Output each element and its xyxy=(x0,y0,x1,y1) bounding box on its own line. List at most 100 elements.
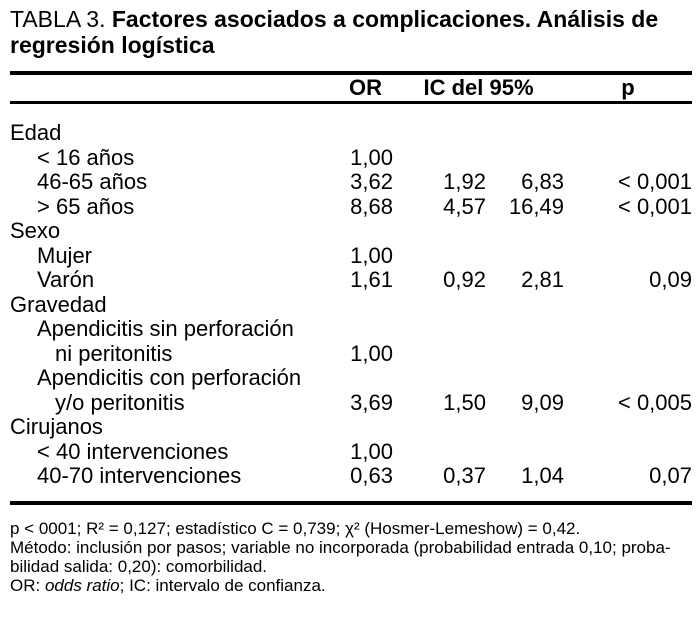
row-label: ni peritonitis xyxy=(55,340,173,366)
ic-low-value: 1,50 xyxy=(443,389,486,415)
p-value xyxy=(564,293,692,318)
row-label: > 65 años xyxy=(37,193,135,219)
ic-high-value: 16,49 xyxy=(508,193,564,219)
row-label: < 40 intervenciones xyxy=(37,438,229,464)
or-value xyxy=(338,415,393,440)
ic-low-value xyxy=(393,244,486,269)
p-value xyxy=(564,219,692,244)
header-or: OR xyxy=(349,75,382,100)
p-value xyxy=(564,244,692,269)
ic-low-value xyxy=(393,293,486,318)
p-value xyxy=(564,342,692,367)
table-row: Mujer 1,00 xyxy=(10,242,692,269)
table-row-group-edad: Edad xyxy=(10,104,692,146)
ic-high-value: 6,83 xyxy=(521,169,564,194)
ic-low-value xyxy=(393,104,486,146)
ic-high-value xyxy=(486,342,564,367)
footnote-odds-ratio: odds ratio xyxy=(44,575,120,595)
row-label: Varón xyxy=(37,267,95,292)
ic-high-value xyxy=(486,104,564,146)
table-title-line2: regresión logística xyxy=(10,32,215,58)
ic-high-value xyxy=(486,440,564,465)
table-row: 46-65 años 3,62 1,92 6,83 < 0,001 xyxy=(10,169,692,195)
table-row: > 65 años 8,68 4,57 16,49 < 0,001 xyxy=(10,193,692,220)
table-header: OR IC del 95% p xyxy=(10,75,692,101)
row-label: Apendicitis sin perforación xyxy=(37,316,294,341)
table-title-line1: TABLA 3. Factores asociados a complicaci… xyxy=(10,6,692,32)
regression-table-body: Edad < 16 años 1,00 46-65 años 3,62 1,92… xyxy=(10,104,692,501)
ic-high-value xyxy=(486,293,564,318)
footnote-ic-suffix: ; IC: intervalo de confianza. xyxy=(119,575,326,595)
ic-high-value xyxy=(486,366,564,391)
or-value xyxy=(338,366,393,391)
p-value: < 0,001 xyxy=(617,193,692,219)
footnote-statistics: p < 0001; R² = 0,127; estadístico C = 0,… xyxy=(10,518,581,538)
footnote-method-line1: Método: inclusión por pasos; variable no… xyxy=(10,537,671,557)
or-value: 0,63 xyxy=(350,463,393,488)
p-value: < 0,001 xyxy=(617,169,692,194)
table-row: < 40 intervenciones 1,00 xyxy=(10,438,692,465)
or-value: 3,69 xyxy=(350,389,393,415)
p-value xyxy=(564,146,692,171)
ic-low-value: 0,37 xyxy=(443,463,486,488)
or-value xyxy=(338,317,393,342)
row-label: 46-65 años xyxy=(37,169,148,194)
header-blank xyxy=(10,75,338,101)
table-row: Varón 1,61 0,92 2,81 0,09 xyxy=(10,267,692,293)
ic-high-value: 1,04 xyxy=(521,463,564,488)
table-row: ni peritonitis 1,00 xyxy=(10,340,692,367)
p-value: 0,07 xyxy=(649,463,692,488)
ic-high-value xyxy=(486,146,564,171)
table-row: < 16 años 1,00 xyxy=(10,144,692,171)
regression-table: OR IC del 95% p xyxy=(10,75,692,101)
p-value xyxy=(564,366,692,391)
or-value xyxy=(338,293,393,318)
ic-low-value: 4,57 xyxy=(443,193,486,219)
bottom-rule xyxy=(10,500,692,505)
or-value: 1,61 xyxy=(350,267,393,292)
row-label: Sexo xyxy=(10,218,61,243)
ic-low-value xyxy=(393,219,486,244)
table-row-group-cirujanos: Cirujanos xyxy=(10,414,692,440)
table-row-group-sexo: Sexo xyxy=(10,218,692,244)
row-label: Cirujanos xyxy=(10,414,103,439)
ic-low-value xyxy=(393,440,486,465)
table-row: 40-70 intervenciones 0,63 0,37 1,04 0,07 xyxy=(10,463,692,501)
header-rule xyxy=(10,101,692,104)
footnote-method-line2: bilidad salida: 0,20): comorbilidad. xyxy=(10,556,268,576)
or-value: 1,00 xyxy=(350,340,393,366)
header-p: p xyxy=(621,75,635,100)
table-number: TABLA 3. xyxy=(10,6,112,32)
ic-low-value: 0,92 xyxy=(443,267,486,292)
or-value: 1,00 xyxy=(350,438,393,464)
ic-high-value xyxy=(486,219,564,244)
or-value: 1,00 xyxy=(350,144,393,170)
ic-high-value: 9,09 xyxy=(521,389,564,415)
or-value xyxy=(338,219,393,244)
row-label: Apendicitis con perforación xyxy=(37,365,302,390)
footnote-abbreviations: OR: odds ratio; IC: intervalo de confian… xyxy=(10,576,692,595)
header-ic95: IC del 95% xyxy=(423,75,534,100)
p-value xyxy=(564,415,692,440)
header-row: OR IC del 95% p xyxy=(10,75,692,101)
ic-low-value xyxy=(393,342,486,367)
table-title-text: Factores asociados a complicaciones. Aná… xyxy=(111,6,659,32)
ic-low-value xyxy=(393,146,486,171)
or-value: 8,68 xyxy=(350,193,393,219)
row-label: Mujer xyxy=(37,242,93,268)
ic-low-value xyxy=(393,415,486,440)
p-value xyxy=(564,104,692,146)
table-row-group-gravedad: Gravedad xyxy=(10,292,692,318)
ic-high-value xyxy=(486,415,564,440)
ic-low-value xyxy=(393,317,486,342)
table-row: Apendicitis con perforación xyxy=(10,365,692,391)
or-value: 1,00 xyxy=(350,242,393,268)
row-label: < 16 años xyxy=(37,144,135,170)
table-row: y/o peritonitis 3,69 1,50 9,09 < 0,005 xyxy=(10,389,692,416)
ic-low-value: 1,92 xyxy=(443,169,486,194)
table-row: Apendicitis sin perforación xyxy=(10,316,692,342)
or-value xyxy=(338,104,393,146)
ic-high-value xyxy=(486,317,564,342)
row-label: 40-70 intervenciones xyxy=(37,463,242,488)
